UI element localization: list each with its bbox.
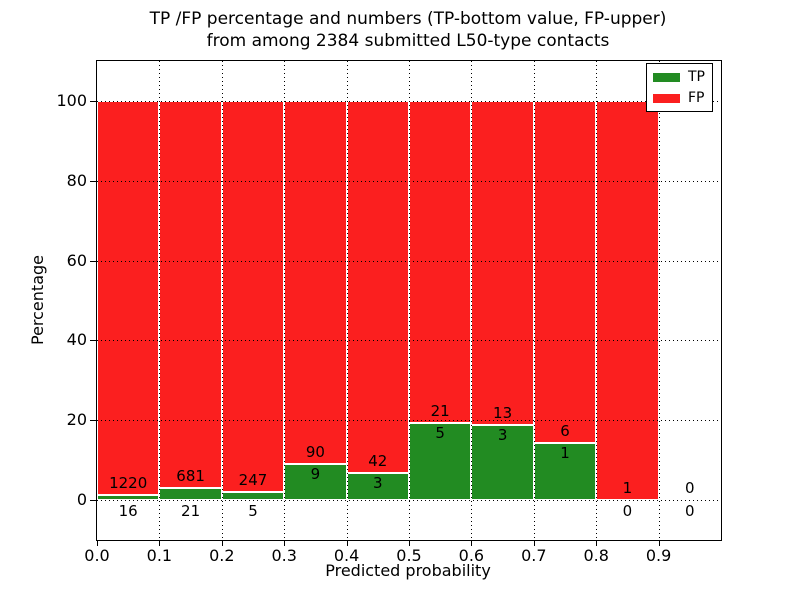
x-axis-tick: [159, 541, 161, 546]
x-axis-tick: [409, 541, 410, 546]
fp-bar-segment: [284, 100, 347, 464]
y-axis-label: Percentage: [28, 254, 47, 346]
y-axis-tick: [90, 500, 96, 502]
fp-count-label: 247: [238, 471, 268, 490]
vertical-gridline: [409, 61, 410, 540]
x-tick-label: 0.6: [458, 546, 485, 565]
chart-title-line2: from among 2384 submitted L50-type conta…: [206, 31, 610, 52]
vertical-gridline: [284, 61, 286, 540]
fp-bar-segment: [221, 100, 285, 493]
tp-color-swatch: [653, 72, 680, 82]
fp-count-label: 21: [430, 402, 450, 421]
x-tick-label: 0.3: [271, 546, 297, 565]
tp-count-label: 0: [685, 502, 695, 521]
x-tick-label: 0.2: [209, 546, 235, 565]
fp-bar-segment: [409, 100, 472, 424]
tp-count-label: 21: [181, 502, 201, 521]
tp-bar-segment: [409, 423, 472, 501]
x-tick-label: 0.8: [583, 546, 609, 565]
x-axis-tick: [658, 541, 660, 546]
x-axis-tick: [596, 541, 598, 546]
tp-count-label: 3: [373, 474, 383, 493]
x-axis-tick: [284, 541, 286, 546]
fp-bar-segment: [471, 100, 534, 426]
vertical-gridline: [159, 61, 161, 540]
legend-item-tp: TP: [653, 70, 706, 84]
x-tick-label: 0.0: [84, 546, 110, 565]
fp-bar-segment: [346, 100, 409, 474]
legend-label-fp: FP: [688, 90, 705, 106]
vertical-gridline: [471, 61, 473, 540]
chart-title: TP /FP percentage and numbers (TP-bottom…: [96, 8, 720, 53]
fp-count-label: 0: [685, 479, 695, 498]
legend-item-fp: FP: [653, 91, 706, 105]
fp-count-label: 6: [560, 422, 570, 441]
y-axis-tick: [90, 340, 96, 342]
fp-count-label: 90: [305, 442, 325, 461]
tp-count-label: 5: [248, 502, 258, 521]
tp-count-label: 16: [118, 502, 138, 521]
fp-bar-segment: [533, 100, 597, 444]
x-tick-label: 0.4: [333, 546, 360, 565]
x-axis-tick: [221, 541, 223, 546]
y-tick-label: 40: [66, 330, 87, 350]
y-axis-tick: [90, 260, 96, 262]
chart-title-line1: TP /FP percentage and numbers (TP-bottom…: [149, 9, 667, 29]
tp-bar-segment: [159, 488, 222, 501]
vertical-gridline: [346, 61, 348, 540]
tp-count-label: 0: [622, 502, 633, 521]
fp-bar-segment: [159, 100, 222, 489]
x-tick-label: 0.7: [521, 546, 547, 565]
tp-count-label: 1: [560, 444, 570, 463]
fp-count-label: 42: [368, 452, 388, 471]
tp-bar-segment: [97, 494, 160, 501]
x-tick-label: 0.1: [146, 546, 173, 565]
tp-bar-segment: [471, 425, 534, 501]
fp-count-label: 13: [493, 404, 513, 423]
x-tick-label: 0.9: [645, 546, 672, 565]
x-axis-tick: [97, 541, 98, 546]
vertical-gridline: [658, 61, 660, 540]
fp-count-label: 681: [176, 467, 205, 486]
legend: TP FP: [646, 63, 713, 112]
y-tick-label: 100: [56, 90, 87, 110]
fp-count-label: 1: [622, 479, 633, 498]
legend-label-tp: TP: [688, 69, 705, 85]
y-tick-label: 60: [66, 250, 87, 270]
y-tick-label: 80: [66, 170, 87, 190]
fp-color-swatch: [653, 93, 680, 103]
tp-count-label: 3: [497, 426, 508, 445]
y-tick-label: 20: [66, 410, 87, 430]
y-tick-label: 0: [76, 490, 87, 510]
vertical-gridline: [221, 61, 223, 540]
tp-count-label: 9: [310, 464, 321, 483]
vertical-gridline: [533, 61, 535, 540]
fp-bar-segment: [596, 100, 659, 501]
x-axis-label: Predicted probability: [325, 561, 491, 580]
x-axis-tick: [533, 541, 535, 546]
x-axis-tick: [346, 541, 348, 546]
vertical-gridline: [596, 61, 598, 540]
fp-bar-segment: [97, 100, 160, 495]
y-axis-tick: [90, 100, 96, 102]
tp-count-label: 5: [435, 424, 445, 443]
tp-bar-segment: [284, 463, 347, 501]
plot-area: 1220 16 681 21 247 5 90 9 42 3 21 5 13 3 6 1 1 0 0 0 0 20 40 60…: [56, 60, 722, 564]
x-tick-label: 0.5: [396, 546, 422, 565]
y-axis-tick: [90, 420, 96, 422]
y-axis-tick: [90, 180, 96, 182]
x-axis-tick: [471, 541, 473, 546]
fp-count-label: 1220: [109, 473, 148, 492]
tp-bar-segment: [221, 492, 285, 501]
